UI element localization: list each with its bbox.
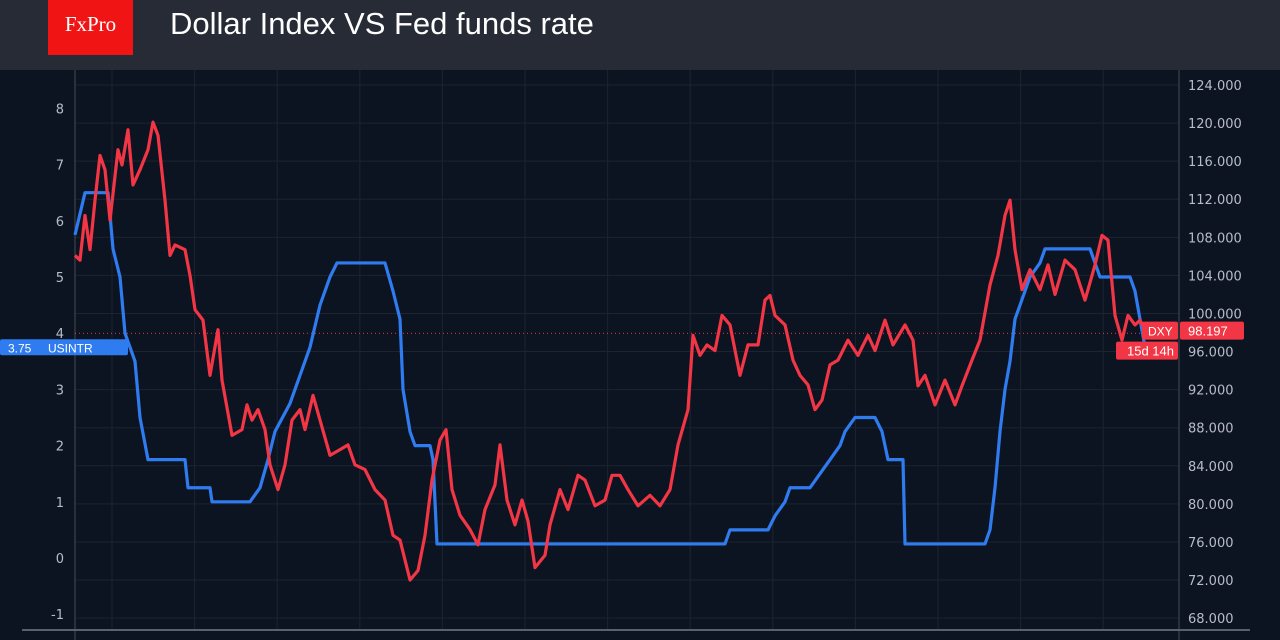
right-axis-tick: 112.000 xyxy=(1188,193,1242,208)
right-axis-tick: 124.000 xyxy=(1188,79,1242,94)
header-bar: FxPro Dollar Index VS Fed funds rate xyxy=(0,0,1280,70)
right-axis-tick: 72.000 xyxy=(1188,574,1234,589)
left-axis-tick: 7 xyxy=(56,159,64,174)
dxy-name-box xyxy=(1142,321,1178,340)
right-axis-tick: 92.000 xyxy=(1188,384,1234,399)
right-axis-tick: 88.000 xyxy=(1188,422,1234,437)
dxy-countdown-box xyxy=(1116,341,1178,360)
dxy-price-box xyxy=(1180,321,1244,340)
left-axis-tick: 3 xyxy=(56,383,64,398)
left-axis-tick: 0 xyxy=(56,552,64,567)
right-axis-tick: 108.000 xyxy=(1188,231,1242,246)
series-line-dxy xyxy=(73,120,1147,582)
price-labels: 3.75 USINTR DXY 98.197 15d 14h xyxy=(0,321,1244,360)
right-axis-tick: 116.000 xyxy=(1188,155,1242,170)
left-axis-tick: -1 xyxy=(51,608,64,623)
right-axis-tick: 120.000 xyxy=(1188,117,1242,132)
series-lines xyxy=(73,120,1179,582)
right-axis-tick: 80.000 xyxy=(1188,498,1234,513)
right-axis-tick: 100.000 xyxy=(1188,307,1242,322)
usintr-value-label: 3.75 xyxy=(8,341,32,355)
usintr-name-label: USINTR xyxy=(48,341,93,355)
dxy-name-label: DXY xyxy=(1148,325,1173,339)
left-axis-tick: 5 xyxy=(56,271,64,286)
axes: 68.000 72.000 76.000 80.000 84.000 88.000 92.0… xyxy=(22,70,1250,640)
usintr-label-box xyxy=(0,339,128,356)
dxy-price-label: 98.197 xyxy=(1188,324,1228,339)
dxy-countdown-label: 15d 14h xyxy=(1127,344,1174,359)
series-line-usintr xyxy=(73,191,1147,546)
right-axis-tick: 104.000 xyxy=(1188,269,1242,284)
right-axis-tick: 68.000 xyxy=(1188,612,1234,627)
left-axis-tick: 4 xyxy=(56,327,64,342)
grid xyxy=(75,70,1179,630)
right-axis-tick: 84.000 xyxy=(1188,460,1234,475)
left-axis-tick: 1 xyxy=(56,496,64,511)
right-axis-tick: 96.000 xyxy=(1188,346,1234,361)
page-title: Dollar Index VS Fed funds rate xyxy=(170,6,594,41)
left-axis-tick: 2 xyxy=(56,440,64,455)
right-axis-tick: 76.000 xyxy=(1188,536,1234,551)
left-axis-tick: 8 xyxy=(56,102,64,117)
fxpro-logo: FxPro xyxy=(48,0,133,55)
chart: 68.000 72.000 76.000 80.000 84.000 88.000 92.0… xyxy=(0,70,1250,640)
left-axis-tick: 6 xyxy=(56,215,64,230)
